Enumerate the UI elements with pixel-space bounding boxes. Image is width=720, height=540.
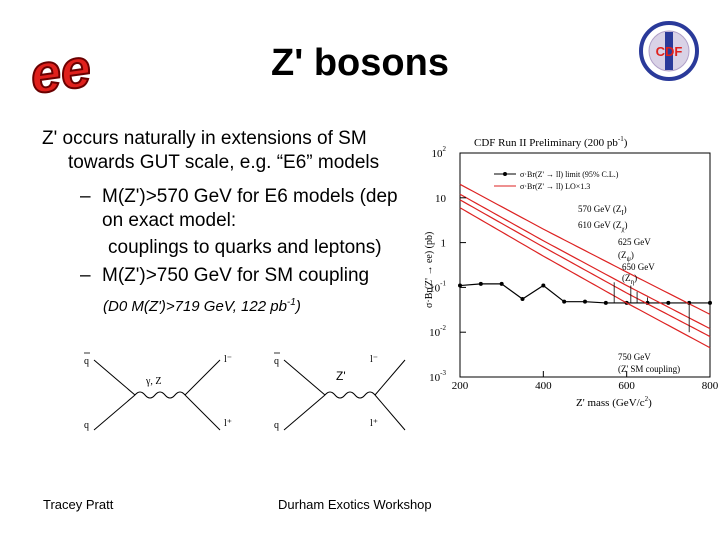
chart-annotation: 625 GeV xyxy=(618,237,651,247)
sub-bullet-dash: – xyxy=(80,186,91,207)
d0-note-text: (D0 M(Z')>719 GeV, 122 pb xyxy=(103,298,287,315)
chart-annotation: (Z' SM coupling) xyxy=(618,364,680,374)
d0-note: (D0 M(Z')>719 GeV, 122 pb-1) xyxy=(103,297,301,315)
x-tick-label: 200 xyxy=(452,380,469,392)
feynman-diagram-gamma-z: q q γ, Z l⁻ l⁺ xyxy=(84,352,232,431)
diagram2-qbar: q xyxy=(274,356,279,367)
y-tick-label: 10 xyxy=(435,193,447,205)
chart-plot-frame xyxy=(459,152,711,378)
chart-xlabel: Z' mass (GeV/c2) xyxy=(576,395,652,409)
legend-lo: σ·Br(Z' → ll) LO×1.3 xyxy=(520,182,590,191)
x-tick-label: 600 xyxy=(618,380,635,392)
y-tick-label: 10-2 xyxy=(429,324,446,339)
sub-bullet-1-line-3: couplings to quarks and leptons) xyxy=(108,237,382,258)
ee-logo: ee xyxy=(26,37,90,102)
sub-bullet-1-line-1: M(Z')>570 GeV for E6 models (dep xyxy=(102,186,398,207)
feynman-diagram-zprime: q q Z' l⁻ l⁺ xyxy=(274,352,406,431)
d0-note-close: ) xyxy=(295,298,301,315)
slide-title: Z' bosons xyxy=(271,42,449,84)
ee-logo-text: ee xyxy=(27,38,90,102)
chart-annotation: 570 GeV (ZI) xyxy=(578,204,627,217)
diagram1-lplus: l⁺ xyxy=(224,418,232,429)
chart-series-line xyxy=(459,183,711,315)
chart-ylabel: σ·Br(Z' → ee) (pb) xyxy=(424,232,435,308)
diagram2-q: q xyxy=(274,420,279,431)
diagram2-lplus: l⁺ xyxy=(370,418,378,429)
diagram2-zprime: Z' xyxy=(336,369,346,383)
chart-data-point xyxy=(562,299,567,304)
diagram1-q: q xyxy=(84,420,89,431)
sub-bullet-1-line-2: on exact model: xyxy=(102,210,237,231)
chart-data-point xyxy=(541,283,546,288)
chart-data-point xyxy=(520,297,525,302)
chart-annotation: 750 GeV xyxy=(618,352,651,362)
sub-bullet-2: – M(Z')>750 GeV for SM coupling xyxy=(80,264,369,288)
diagram2-lminus: l⁻ xyxy=(370,354,378,365)
y-tick-label: 1 xyxy=(441,238,447,250)
chart-data-point xyxy=(458,283,462,288)
chart-data-point xyxy=(666,300,671,305)
chart-annotation: 610 GeV (Zχ) xyxy=(578,220,627,233)
diagram1-gamma-z: γ, Z xyxy=(145,376,162,387)
y-tick-label: 10-3 xyxy=(429,369,446,384)
sub-bullet-dash: – xyxy=(80,265,91,286)
sub-bullet-2-text: M(Z')>750 GeV for SM coupling xyxy=(102,265,370,286)
feynman-diagrams: q q γ, Z l⁻ l⁺ q q Z' l⁻ l⁺ xyxy=(84,352,406,431)
chart-annotation: (Zη) xyxy=(622,273,637,286)
chart-annotation: (Zψ) xyxy=(618,250,634,263)
chart-series-line xyxy=(459,207,711,349)
footer-author: Tracey Pratt xyxy=(43,497,114,512)
chart-data-point xyxy=(499,281,504,286)
diagram1-lminus: l⁻ xyxy=(224,354,232,365)
x-tick-label: 400 xyxy=(535,380,552,392)
chart-legend: σ·Br(Z' → ll) limit (95% C.L.) σ·Br(Z' →… xyxy=(494,170,619,191)
bullet-1-line-2: towards GUT scale, e.g. “E6” models xyxy=(68,152,380,173)
legend-limit: σ·Br(Z' → ll) limit (95% C.L.) xyxy=(520,170,619,179)
y-tick-label: 102 xyxy=(432,145,447,160)
chart-series-line xyxy=(459,199,711,338)
sub-bullet-1: – M(Z')>570 GeV for E6 models (dep xyxy=(80,185,398,209)
footer-workshop: Durham Exotics Workshop xyxy=(278,497,432,512)
chart-data-point xyxy=(583,299,587,304)
chart-data-point xyxy=(708,300,712,305)
chart-annotation: 650 GeV xyxy=(622,262,655,272)
x-tick-label: 800 xyxy=(702,380,719,392)
cdf-logo: CDF xyxy=(639,21,699,81)
y-tick-label: 10-1 xyxy=(429,279,446,294)
chart-title: CDF Run II Preliminary (200 pb-1) xyxy=(474,135,628,149)
diagram1-qbar: q xyxy=(84,356,89,367)
chart-data-point xyxy=(603,300,608,305)
chart-data-point xyxy=(478,281,483,286)
cdf-logo-text: CDF xyxy=(656,44,683,59)
bullet-1-line-1: Z' occurs naturally in extensions of SM xyxy=(42,128,367,149)
d0-note-sup: -1 xyxy=(286,297,296,308)
chart-series-line xyxy=(459,193,711,330)
zprime-limit-chart: 200 400 600 800 102 10 1 10-1 10-2 10-3 570 GeV (… xyxy=(424,135,719,409)
